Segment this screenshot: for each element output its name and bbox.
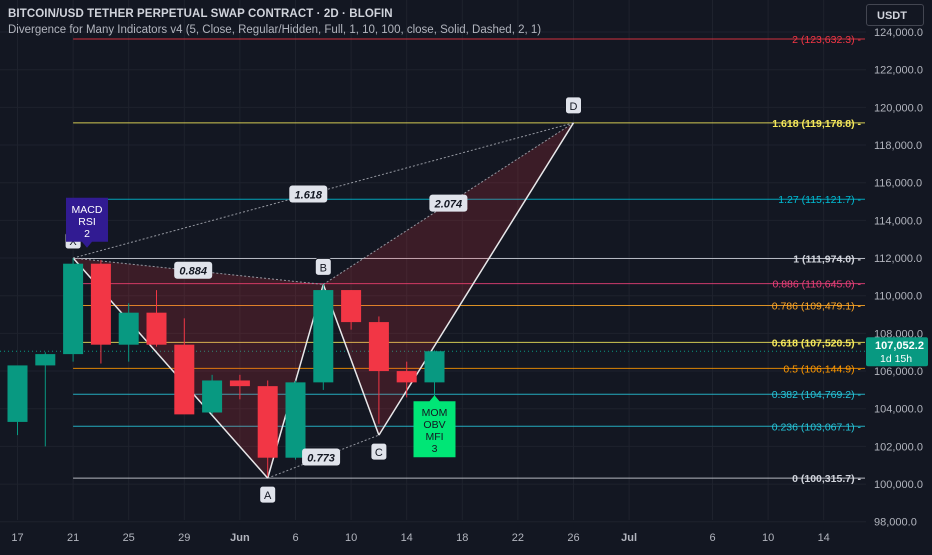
candle-body bbox=[63, 263, 84, 355]
candlesticks bbox=[7, 258, 445, 477]
x-tick-label: 17 bbox=[11, 532, 23, 544]
x-tick-label: 6 bbox=[292, 532, 298, 544]
fib-label: 0.382 (104,769.2) - bbox=[772, 389, 862, 401]
candle-body bbox=[285, 382, 306, 458]
y-tick-label: 118,000.0 bbox=[874, 140, 922, 152]
candle-body bbox=[257, 386, 278, 458]
ratio-label-box bbox=[429, 194, 468, 212]
divergence-badge-text: MOM bbox=[422, 407, 448, 419]
pattern-point-label: C bbox=[375, 447, 383, 459]
pattern-point-b bbox=[314, 257, 332, 276]
candle-body bbox=[396, 371, 417, 383]
y-tick-label: 112,000.0 bbox=[874, 253, 922, 265]
fib-label: 0.5 (106,144.9) - bbox=[783, 363, 861, 375]
x-tick-label: 22 bbox=[512, 532, 524, 544]
time-axis: 17 21 25 29 Jun 6 10 14 18 22 26 Jul 6 10 14 bbox=[11, 532, 829, 544]
candle-body bbox=[229, 380, 250, 387]
current-price-value: 107,052.2 bbox=[875, 340, 924, 352]
x-tick-label: 14 bbox=[401, 532, 413, 544]
indicator-legend: Divergence for Many Indicators v4 (5, Cl… bbox=[8, 24, 542, 36]
candle-body bbox=[424, 351, 445, 383]
bar-countdown: 1d 15h bbox=[880, 353, 912, 365]
divergence-badge-text: MFI bbox=[425, 431, 443, 443]
y-tick-label: 98,000.0 bbox=[874, 517, 917, 529]
x-tick-label: 25 bbox=[123, 532, 135, 544]
candle-body bbox=[313, 290, 334, 383]
pattern-point-d bbox=[565, 96, 582, 115]
divergence-badge bbox=[413, 395, 456, 458]
price-axis: 98,000.0 100,000.0 102,000.0 104,000.0 106,0… bbox=[866, 27, 928, 529]
x-tick-label: 14 bbox=[818, 532, 830, 544]
y-tick-label: 102,000.0 bbox=[874, 441, 923, 453]
candle-body bbox=[7, 365, 28, 422]
divergence-badge-text: MACD bbox=[72, 204, 103, 216]
x-tick-label: Jun bbox=[230, 532, 250, 544]
fib-label: 0.236 (103,067.1) - bbox=[772, 421, 862, 433]
ratio-label: 1.618 bbox=[295, 189, 323, 201]
pattern-point-label: B bbox=[320, 262, 327, 274]
fib-label: 1.618 (119,178.8) - bbox=[772, 118, 861, 130]
y-tick-label: 124,000.0 bbox=[874, 27, 923, 39]
x-tick-label: Jul bbox=[621, 532, 637, 544]
divergence-badge-text: 3 bbox=[432, 443, 438, 455]
x-tick-label: 21 bbox=[67, 532, 79, 544]
x-tick-label: 26 bbox=[567, 532, 579, 544]
pattern-point-a bbox=[259, 485, 277, 504]
fib-label: 0.786 (109,479.1) - bbox=[772, 301, 862, 313]
fib-label: 2 (123,632.3) - bbox=[792, 34, 861, 46]
candle-body bbox=[35, 354, 56, 366]
pattern-point-label: D bbox=[570, 101, 578, 113]
currency-button[interactable]: USDT bbox=[866, 4, 924, 26]
y-tick-label: 106,000.0 bbox=[874, 366, 923, 378]
y-tick-label: 122,000.0 bbox=[874, 65, 923, 77]
x-tick-label: 10 bbox=[345, 532, 357, 544]
x-tick-label: 6 bbox=[709, 532, 715, 544]
divergence-badge-text: RSI bbox=[78, 216, 96, 228]
symbol-title: BITCOIN/USD TETHER PERPETUAL SWAP CONTRA… bbox=[8, 8, 393, 20]
y-tick-label: 116,000.0 bbox=[874, 178, 922, 190]
fib-label: 0.886 (110,645.0) - bbox=[772, 279, 861, 291]
candle-body bbox=[90, 263, 111, 345]
fib-label: 0.618 (107,520.5) - bbox=[772, 337, 862, 349]
y-tick-label: 100,000.0 bbox=[874, 479, 923, 491]
y-tick-label: 104,000.0 bbox=[874, 404, 923, 416]
ratio-label: 0.773 bbox=[307, 452, 335, 464]
pattern-leg bbox=[378, 122, 575, 436]
candle-body bbox=[368, 322, 389, 372]
x-tick-label: 29 bbox=[178, 532, 190, 544]
candle-body bbox=[174, 344, 195, 415]
y-tick-label: 114,000.0 bbox=[874, 215, 922, 227]
ratio-label-box bbox=[289, 185, 328, 203]
divergence-badge-text: OBV bbox=[423, 419, 445, 431]
pattern-point-c bbox=[370, 442, 388, 461]
candle-body bbox=[118, 312, 139, 345]
fib-label: 1 (111,974.0) - bbox=[793, 254, 861, 266]
candle-body bbox=[202, 380, 223, 413]
ratio-label-box bbox=[174, 261, 213, 279]
fib-label: 1.27 (115,121.7) - bbox=[778, 194, 861, 206]
pattern-point-label: X bbox=[69, 236, 77, 248]
pattern-point-label: A bbox=[264, 490, 272, 502]
ratio-label-box bbox=[302, 448, 341, 466]
x-tick-label: 10 bbox=[762, 532, 774, 544]
ratio-label: 2.074 bbox=[434, 199, 463, 211]
divergence-badge bbox=[66, 197, 108, 248]
fib-label: 0 (100,315.7) - bbox=[792, 473, 861, 485]
x-tick-label: 18 bbox=[456, 532, 468, 544]
y-tick-label: 110,000.0 bbox=[874, 291, 922, 303]
divergence-badge-text: 2 bbox=[84, 228, 90, 240]
current-price-badge bbox=[866, 337, 928, 367]
ratio-label: 0.884 bbox=[179, 266, 207, 278]
y-tick-label: 120,000.0 bbox=[874, 102, 923, 114]
candle-body bbox=[341, 290, 362, 323]
chart-header: BITCOIN/USD TETHER PERPETUAL SWAP CONTRA… bbox=[8, 8, 541, 36]
candle-body bbox=[146, 312, 167, 345]
